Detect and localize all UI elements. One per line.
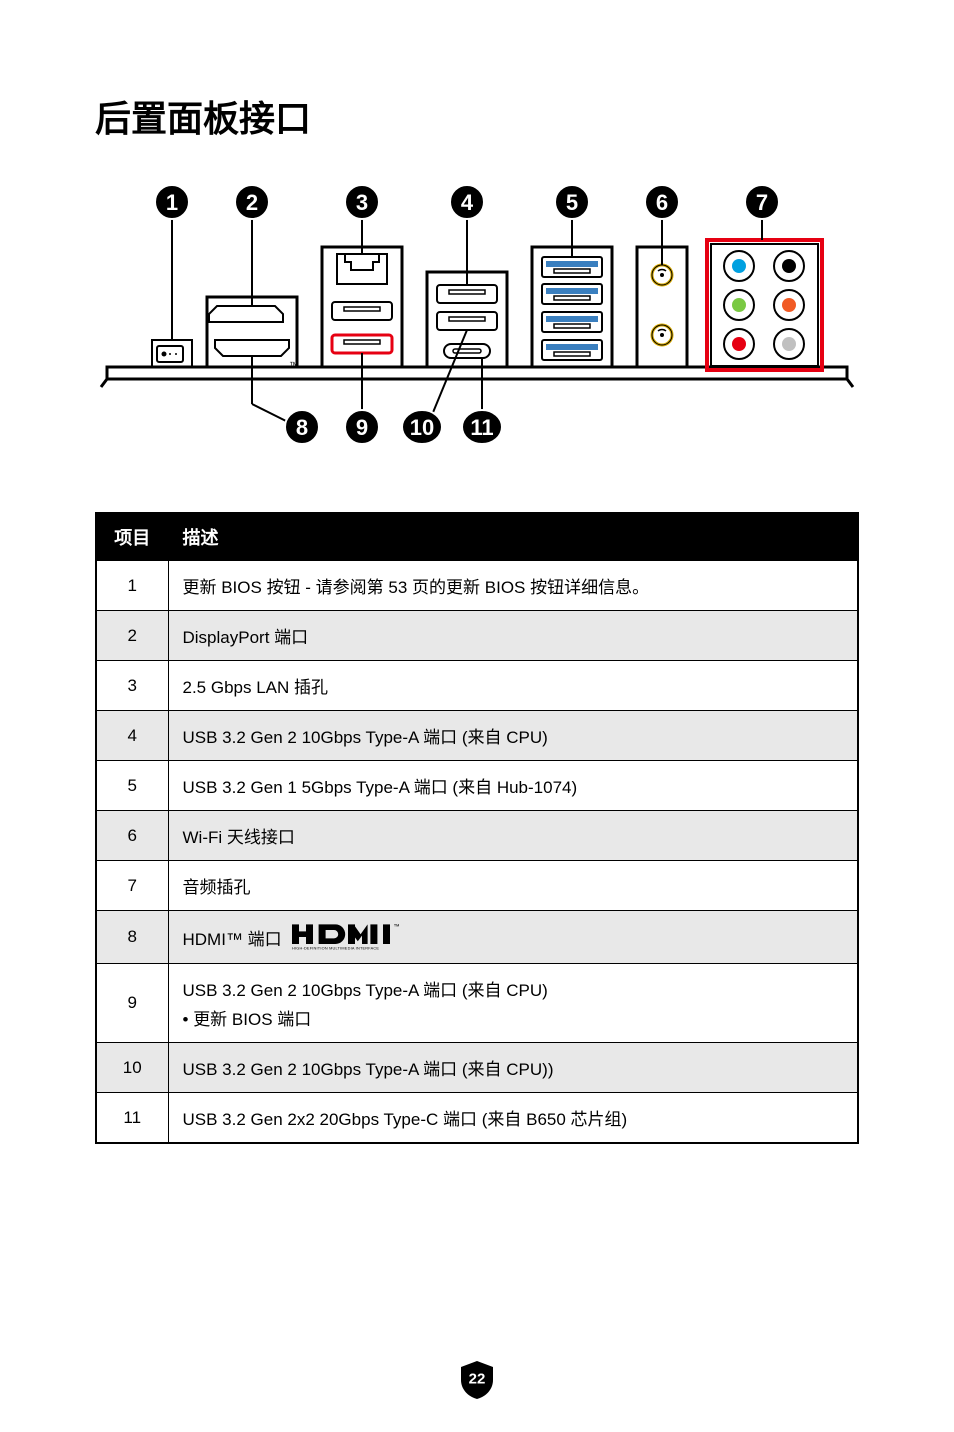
callout-3: 3 — [356, 190, 368, 215]
row-desc: DisplayPort 端口 — [168, 611, 858, 661]
rear-panel-diagram: ™ — [95, 172, 859, 452]
callout-4: 4 — [461, 190, 474, 215]
row-desc: USB 3.2 Gen 2 10Gbps Type-A 端口 (来自 CPU)) — [168, 1043, 858, 1093]
callout-6: 6 — [656, 190, 668, 215]
table-row: 10USB 3.2 Gen 2 10Gbps Type-A 端口 (来自 CPU… — [96, 1043, 858, 1093]
svg-text:HIGH-DEFINITION MULTIMEDIA INT: HIGH-DEFINITION MULTIMEDIA INTERFACE — [292, 947, 379, 951]
table-row: 2DisplayPort 端口 — [96, 611, 858, 661]
row-desc: 更新 BIOS 按钮 - 请参阅第 53 页的更新 BIOS 按钮详细信息。 — [168, 561, 858, 611]
row-desc: USB 3.2 Gen 2 10Gbps Type-A 端口 (来自 CPU) … — [168, 964, 858, 1043]
row-desc: 音频插孔 — [168, 861, 858, 911]
hdmi-prefix: HDMI™ 端口 — [183, 925, 282, 950]
row-num: 11 — [96, 1093, 168, 1144]
page-number: 22 — [469, 1371, 486, 1388]
table-row: 1更新 BIOS 按钮 - 请参阅第 53 页的更新 BIOS 按钮详细信息。 — [96, 561, 858, 611]
row-num: 9 — [96, 964, 168, 1043]
th-desc: 描述 — [168, 513, 858, 561]
table-row: 6Wi-Fi 天线接口 — [96, 811, 858, 861]
callout-7: 7 — [756, 190, 768, 215]
page-number-badge: 22 — [455, 1358, 499, 1402]
row-desc: USB 3.2 Gen 2x2 20Gbps Type-C 端口 (来自 B65… — [168, 1093, 858, 1144]
th-item: 项目 — [96, 513, 168, 561]
row-num: 1 — [96, 561, 168, 611]
callout-1: 1 — [166, 190, 178, 215]
row-num: 2 — [96, 611, 168, 661]
hdmi-logo-icon: ™ HIGH-DEFINITION MULTIMEDIA INTERFACE — [292, 923, 432, 951]
row-desc-main: USB 3.2 Gen 2 10Gbps Type-A 端口 (来自 CPU) — [183, 976, 844, 1001]
callout-2: 2 — [246, 190, 258, 215]
table-row: 8 HDMI™ 端口 ™ HIGH-DEFINITION MULTIMEDIA … — [96, 911, 858, 964]
row-num: 4 — [96, 711, 168, 761]
row-desc-sub: 更新 BIOS 端口 — [183, 1005, 844, 1030]
callout-10: 10 — [410, 415, 434, 440]
rear-panel-svg: ™ — [97, 172, 857, 452]
svg-text:™: ™ — [289, 360, 298, 370]
row-desc: USB 3.2 Gen 1 5Gbps Type-A 端口 (来自 Hub-10… — [168, 761, 858, 811]
row-num: 10 — [96, 1043, 168, 1093]
table-row: 7音频插孔 — [96, 861, 858, 911]
page-title: 后置面板接口 — [95, 90, 859, 142]
row-num: 7 — [96, 861, 168, 911]
row-desc: USB 3.2 Gen 2 10Gbps Type-A 端口 (来自 CPU) — [168, 711, 858, 761]
row-num: 8 — [96, 911, 168, 964]
callout-5: 5 — [566, 190, 578, 215]
row-desc: HDMI™ 端口 ™ HIGH-DEFINITION MULTIMEDIA IN… — [168, 911, 858, 964]
table-row: 11USB 3.2 Gen 2x2 20Gbps Type-C 端口 (来自 B… — [96, 1093, 858, 1144]
table-row: 4USB 3.2 Gen 2 10Gbps Type-A 端口 (来自 CPU) — [96, 711, 858, 761]
row-num: 6 — [96, 811, 168, 861]
callout-8: 8 — [296, 415, 308, 440]
table-row: 5USB 3.2 Gen 1 5Gbps Type-A 端口 (来自 Hub-1… — [96, 761, 858, 811]
row-num: 5 — [96, 761, 168, 811]
callout-11: 11 — [470, 415, 493, 440]
row-desc: 2.5 Gbps LAN 插孔 — [168, 661, 858, 711]
table-row: 32.5 Gbps LAN 插孔 — [96, 661, 858, 711]
callout-9: 9 — [356, 415, 368, 440]
svg-text:™: ™ — [393, 924, 399, 931]
row-num: 3 — [96, 661, 168, 711]
row-desc: Wi-Fi 天线接口 — [168, 811, 858, 861]
table-row: 9 USB 3.2 Gen 2 10Gbps Type-A 端口 (来自 CPU… — [96, 964, 858, 1043]
port-description-table: 项目 描述 1更新 BIOS 按钮 - 请参阅第 53 页的更新 BIOS 按钮… — [95, 512, 859, 1144]
